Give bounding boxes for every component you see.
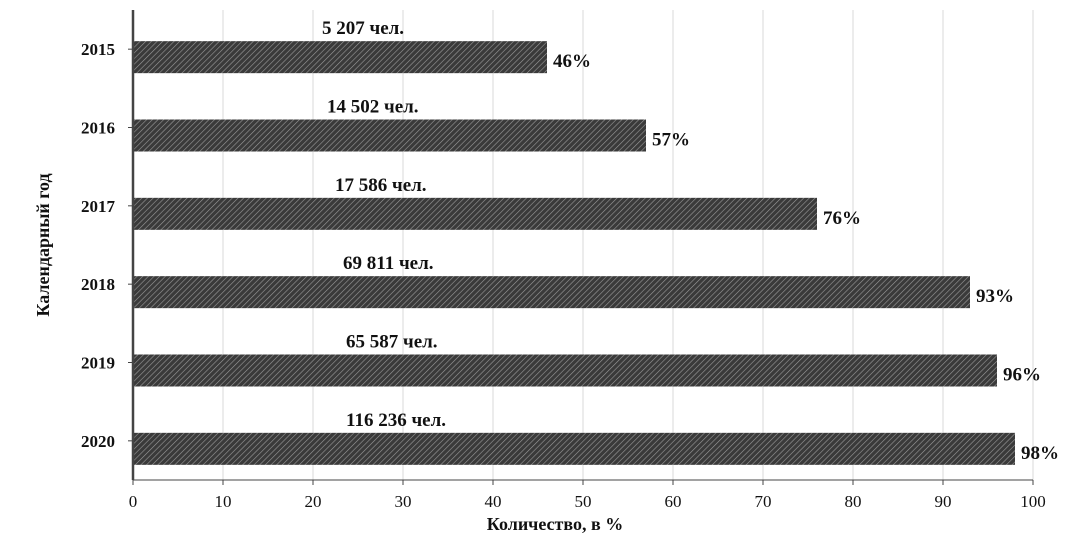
count-label: 69 811 чел. (343, 253, 434, 274)
bar-2015 (133, 41, 547, 74)
count-label: 116 236 чел. (346, 410, 446, 431)
value-label: 96% (1003, 365, 1041, 386)
value-label: 93% (976, 286, 1014, 307)
bar-2017 (133, 197, 817, 230)
x-tick-label: 30 (395, 492, 412, 511)
value-label: 98% (1021, 443, 1059, 464)
count-label: 17 586 чел. (335, 175, 427, 196)
value-label: 76% (823, 208, 861, 229)
x-tick-label: 40 (485, 492, 502, 511)
x-tick-label: 0 (129, 492, 138, 511)
value-label: 46% (553, 51, 591, 72)
count-label: 14 502 чел. (327, 97, 419, 118)
x-tick-label: 90 (935, 492, 952, 511)
axes (128, 10, 1034, 485)
value-label: 57% (652, 130, 690, 151)
x-tick-label: 60 (665, 492, 682, 511)
gridlines (222, 10, 1034, 480)
bar-2016 (133, 119, 646, 152)
y-tick-label: 2019 (81, 354, 115, 373)
y-tick-label: 2015 (81, 40, 115, 59)
y-tick-label: 2017 (81, 197, 116, 216)
x-tick-label: 80 (845, 492, 862, 511)
count-label: 5 207 чел. (322, 18, 404, 39)
count-label: 65 587 чел. (346, 332, 438, 353)
bar-2018 (133, 276, 970, 309)
labels: 0 10 20 30 40 50 60 70 80 90 100 2015 46% 5 207 чел. 2… (81, 18, 1059, 511)
y-tick-label: 2020 (81, 432, 115, 451)
x-tick-label: 50 (575, 492, 592, 511)
bars (133, 41, 1015, 465)
y-tick-label: 2016 (81, 119, 115, 138)
x-axis-title: Количество, в % (487, 514, 623, 534)
x-tick-label: 70 (755, 492, 772, 511)
y-tick-label: 2018 (81, 275, 115, 294)
x-tick-label: 10 (215, 492, 232, 511)
x-tick-label: 100 (1020, 492, 1046, 511)
bar-2019 (133, 354, 997, 387)
y-axis-title: Календарный год (33, 173, 53, 316)
bar-2020 (133, 432, 1015, 465)
x-tick-label: 20 (305, 492, 322, 511)
